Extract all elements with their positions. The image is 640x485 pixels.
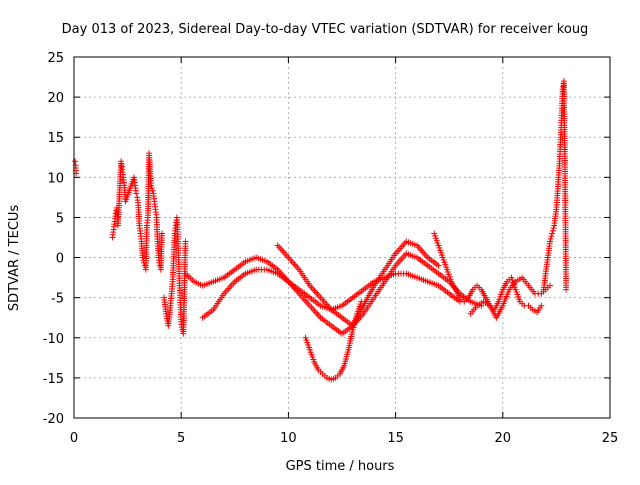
data-point — [547, 235, 554, 242]
data-series — [72, 78, 570, 383]
y-tick-label: -5 — [51, 292, 64, 307]
data-point — [148, 182, 155, 189]
data-point — [148, 185, 155, 192]
y-tick-label: 20 — [47, 91, 64, 106]
y-tick-label: 0 — [56, 252, 64, 267]
series-late-tracks — [431, 230, 545, 316]
series-main-track-b — [199, 266, 463, 321]
data-point — [158, 230, 165, 237]
x-tick-label: 25 — [602, 431, 619, 446]
plot-frame — [73, 56, 611, 419]
data-point — [563, 286, 570, 293]
series-tracks-4-5 — [161, 214, 189, 337]
data-point — [72, 158, 79, 165]
x-tick-label: 15 — [387, 431, 404, 446]
x-tick-label: 10 — [280, 431, 297, 446]
data-point — [435, 262, 442, 269]
y-tick-label: 15 — [47, 131, 64, 146]
y-tick-label: -10 — [43, 332, 64, 347]
x-tick-label: 20 — [495, 431, 512, 446]
y-tick-label: -15 — [43, 372, 64, 387]
y-tick-label: 5 — [56, 211, 64, 226]
data-point — [546, 282, 553, 289]
grid-lines — [74, 57, 610, 418]
series-late-tracks-b — [467, 274, 553, 321]
data-point — [546, 238, 553, 245]
axis-ticks: 0 5 10 15 20 25 -20 -15 -10 -5 0 5 10 15 20 25 — [43, 51, 619, 446]
data-point — [149, 187, 156, 194]
y-axis-title: SDTVAR / TECUs — [7, 205, 22, 312]
series-tracks-2-4 — [109, 150, 165, 273]
data-point — [139, 254, 146, 261]
series-end-spike — [540, 78, 570, 293]
data-point — [133, 190, 140, 197]
data-point — [550, 225, 557, 232]
data-point — [182, 238, 189, 245]
data-point — [358, 298, 365, 305]
chart-title: Day 013 of 2023, Sidereal Day-to-day VTE… — [62, 22, 589, 37]
x-tick-label: 0 — [70, 431, 78, 446]
y-tick-label: 25 — [47, 51, 64, 66]
data-point — [112, 210, 119, 217]
x-tick-label: 5 — [177, 431, 185, 446]
data-point — [549, 227, 556, 234]
y-tick-label: -20 — [43, 412, 64, 427]
data-point — [538, 302, 545, 309]
y-tick-label: 10 — [47, 171, 64, 186]
data-point — [548, 233, 555, 240]
data-point — [549, 230, 556, 237]
series-deep-dip-track — [302, 298, 365, 383]
x-axis-title: GPS time / hours — [286, 459, 395, 474]
series-early-isolated — [72, 158, 80, 177]
